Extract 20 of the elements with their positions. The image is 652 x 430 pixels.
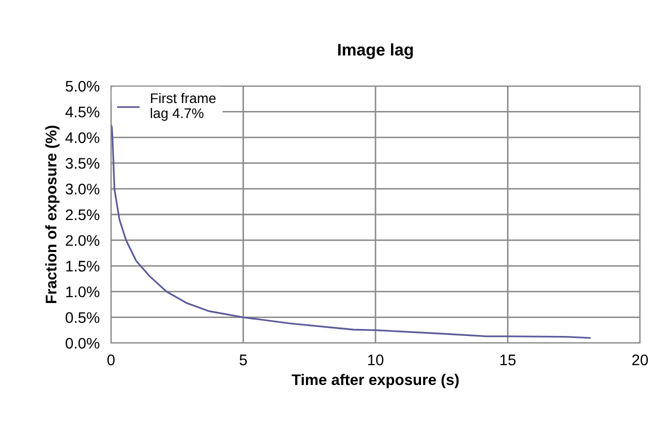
y-tick-label: 0.5% [66, 312, 100, 323]
y-tick-label: 5.0% [66, 80, 100, 92]
x-tick-label: 15 [500, 354, 516, 366]
y-tick-label: 3.5% [66, 158, 100, 169]
y-tick-label: 3.0% [66, 184, 100, 194]
y-tick-label: 0.0% [66, 338, 100, 349]
legend-label: First frame lag 4.7% [150, 92, 216, 121]
y-tick-label: 1.0% [66, 286, 100, 298]
x-tick-label: 5 [240, 354, 247, 366]
y-tick-label: 2.5% [66, 209, 100, 220]
chart-title: Image lag [338, 43, 413, 59]
x-tick-label: 20 [632, 354, 648, 366]
y-tick-label: 1.5% [66, 260, 100, 272]
y-tick-label: 2.0% [66, 235, 100, 246]
y-axis-title: Fraction of exposure (%) [45, 126, 60, 304]
x-axis-title: Time after exposure (s) [292, 374, 459, 388]
y-tick-label: 4.5% [65, 106, 100, 118]
y-tick-label: 4.0% [65, 132, 100, 144]
x-tick-label: 0 [107, 354, 115, 366]
x-tick-label: 10 [368, 354, 384, 366]
